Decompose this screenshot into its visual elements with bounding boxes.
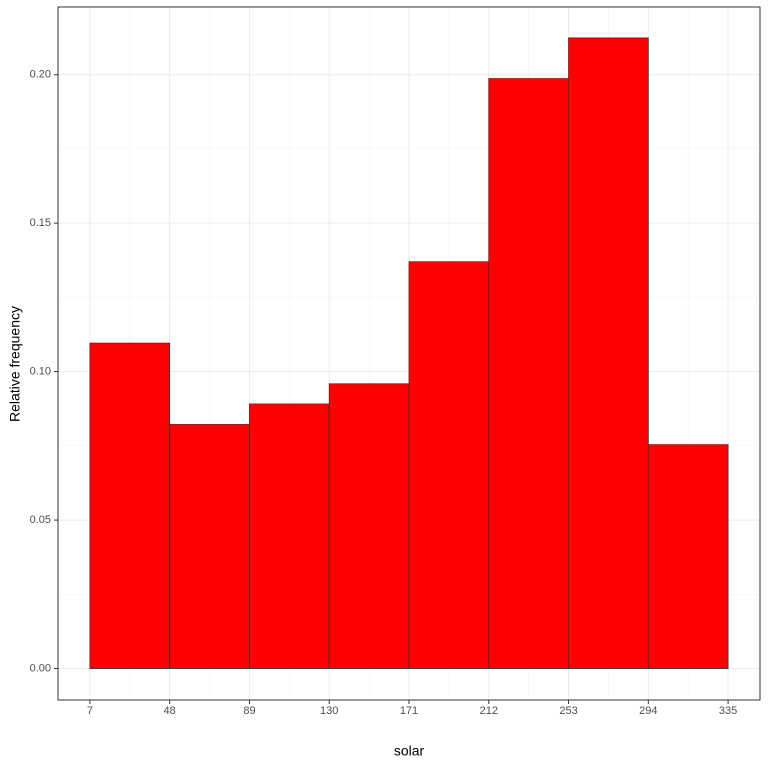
y-tick-label: 0.05 [30, 514, 51, 526]
bar [169, 424, 250, 669]
x-tick-label: 253 [559, 705, 577, 717]
y-tick-label: 0.00 [30, 662, 51, 674]
y-tick-label: 0.10 [30, 366, 51, 378]
x-tick-label: 294 [639, 705, 657, 717]
panel-border [57, 6, 761, 701]
x-tick-label: 335 [719, 705, 737, 717]
x-tick-label: 212 [480, 705, 498, 717]
x-axis-title: solar [394, 743, 425, 759]
x-tick-label: 89 [243, 705, 255, 717]
bar [408, 261, 490, 669]
x-tick-label: 7 [87, 705, 93, 717]
x-tick-label: 130 [320, 705, 338, 717]
bar [249, 403, 330, 669]
x-tick-label: 171 [400, 705, 418, 717]
y-tick-label: 0.15 [30, 217, 51, 229]
bar [488, 78, 569, 669]
y-axis-title: Relative frequency [7, 306, 23, 422]
y-tick-label: 0.20 [30, 69, 51, 81]
bar [647, 444, 729, 669]
bar [568, 37, 649, 669]
x-tick-label: 48 [164, 705, 176, 717]
bar [328, 383, 410, 669]
bar [89, 342, 171, 669]
